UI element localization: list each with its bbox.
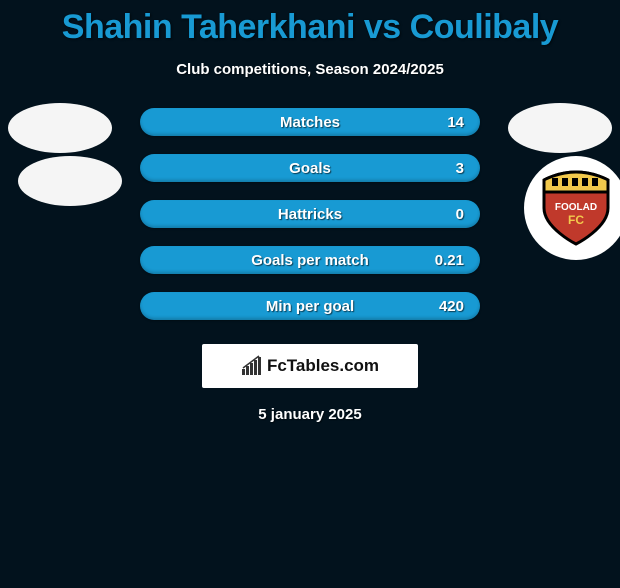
club-badge-right: FOOLAD FC [524, 156, 620, 260]
comparison-content: FOOLAD FC Matches 14 Goals 3 Hattricks 0… [0, 108, 620, 423]
stats-bars: Matches 14 Goals 3 Hattricks 0 Goals per… [140, 108, 480, 320]
stat-bar: Matches 14 [140, 108, 480, 136]
stat-label: Goals [196, 160, 424, 177]
stat-right-value: 14 [424, 114, 464, 131]
stat-right-value: 0 [424, 206, 464, 223]
brand-box: FcTables.com [202, 344, 418, 388]
stat-bar: Hattricks 0 [140, 200, 480, 228]
stat-bar: Goals 3 [140, 154, 480, 182]
stat-right-value: 3 [424, 160, 464, 177]
stat-bar: Goals per match 0.21 [140, 246, 480, 274]
stat-right-value: 0.21 [424, 252, 464, 269]
player-left-avatar-2 [18, 156, 122, 206]
foolad-badge-icon: FOOLAD FC [536, 168, 616, 248]
page-title: Shahin Taherkhani vs Coulibaly [0, 8, 620, 47]
chart-icon [241, 355, 263, 377]
stat-label: Min per goal [196, 298, 424, 315]
stat-label: Hattricks [196, 206, 424, 223]
stat-right-value: 420 [424, 298, 464, 315]
svg-text:FOOLAD: FOOLAD [555, 202, 597, 213]
player-left-avatar-1 [8, 103, 112, 153]
svg-text:FC: FC [568, 213, 584, 227]
stat-label: Matches [196, 114, 424, 131]
player-right-avatar [508, 103, 612, 153]
stat-label: Goals per match [196, 252, 424, 269]
date-text: 5 january 2025 [0, 406, 620, 423]
brand-text: FcTables.com [267, 356, 379, 376]
subtitle: Club competitions, Season 2024/2025 [0, 61, 620, 78]
stat-bar: Min per goal 420 [140, 292, 480, 320]
